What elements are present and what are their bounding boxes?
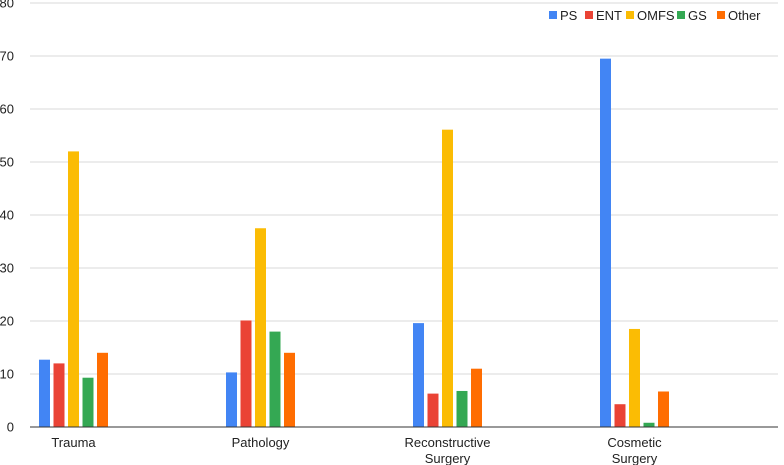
bar-ent-0 bbox=[53, 363, 65, 427]
y-axis-tick-labels: 0 10 20 30 40 50 60 70 80 bbox=[0, 0, 14, 435]
bar-ps-0 bbox=[39, 359, 50, 427]
x-category-label: Surgery bbox=[425, 451, 471, 465]
bar-other-2 bbox=[471, 368, 482, 427]
bar-omfs-1 bbox=[255, 228, 266, 427]
y-tick-label: 60 bbox=[0, 102, 14, 117]
x-category-label: Surgery bbox=[612, 451, 658, 465]
y-tick-label: 20 bbox=[0, 314, 14, 329]
legend-label-ps: PS bbox=[560, 8, 578, 23]
bar-ps-3 bbox=[600, 58, 611, 428]
legend: PS ENT OMFS GS Other bbox=[549, 8, 761, 23]
bar-ent-2 bbox=[427, 393, 439, 427]
bar-gs-1 bbox=[269, 331, 281, 427]
bar-gs-3 bbox=[643, 422, 655, 427]
bar-omfs-2 bbox=[442, 129, 453, 428]
bar-ent-1 bbox=[240, 320, 252, 427]
bar-ps-1 bbox=[226, 372, 237, 427]
bars bbox=[39, 58, 669, 428]
bar-other-0 bbox=[97, 352, 108, 427]
bar-omfs-0 bbox=[68, 151, 79, 427]
bar-gs-2 bbox=[456, 390, 468, 427]
y-tick-label: 50 bbox=[0, 155, 14, 170]
x-category-label: Trauma bbox=[51, 435, 96, 450]
legend-swatch-gs bbox=[677, 11, 685, 19]
y-tick-label: 30 bbox=[0, 261, 14, 276]
y-tick-label: 0 bbox=[7, 420, 14, 435]
gridlines bbox=[30, 2, 778, 375]
y-tick-label: 70 bbox=[0, 49, 14, 64]
bar-gs-0 bbox=[82, 377, 94, 427]
y-tick-label: 40 bbox=[0, 208, 14, 223]
bar-ps-2 bbox=[413, 323, 424, 427]
y-tick-label: 80 bbox=[0, 0, 14, 11]
legend-swatch-other bbox=[717, 11, 725, 19]
legend-swatch-ent bbox=[585, 11, 593, 19]
x-category-label: Cosmetic bbox=[607, 435, 662, 450]
legend-label-ent: ENT bbox=[596, 8, 622, 23]
x-category-label: Reconstructive bbox=[405, 435, 491, 450]
legend-swatch-ps bbox=[549, 11, 557, 19]
legend-label-other: Other bbox=[728, 8, 761, 23]
legend-swatch-omfs bbox=[626, 11, 634, 19]
x-category-label: Pathology bbox=[232, 435, 290, 450]
bar-other-1 bbox=[284, 352, 295, 427]
x-axis-category-labels: Trauma Pathology ReconstructiveSurgeryCosm… bbox=[51, 435, 662, 465]
bar-omfs-3 bbox=[629, 328, 640, 427]
bar-ent-3 bbox=[614, 404, 626, 427]
legend-label-gs: GS bbox=[688, 8, 707, 23]
legend-label-omfs: OMFS bbox=[637, 8, 675, 23]
y-tick-label: 10 bbox=[0, 367, 14, 382]
bar-other-3 bbox=[658, 391, 669, 427]
